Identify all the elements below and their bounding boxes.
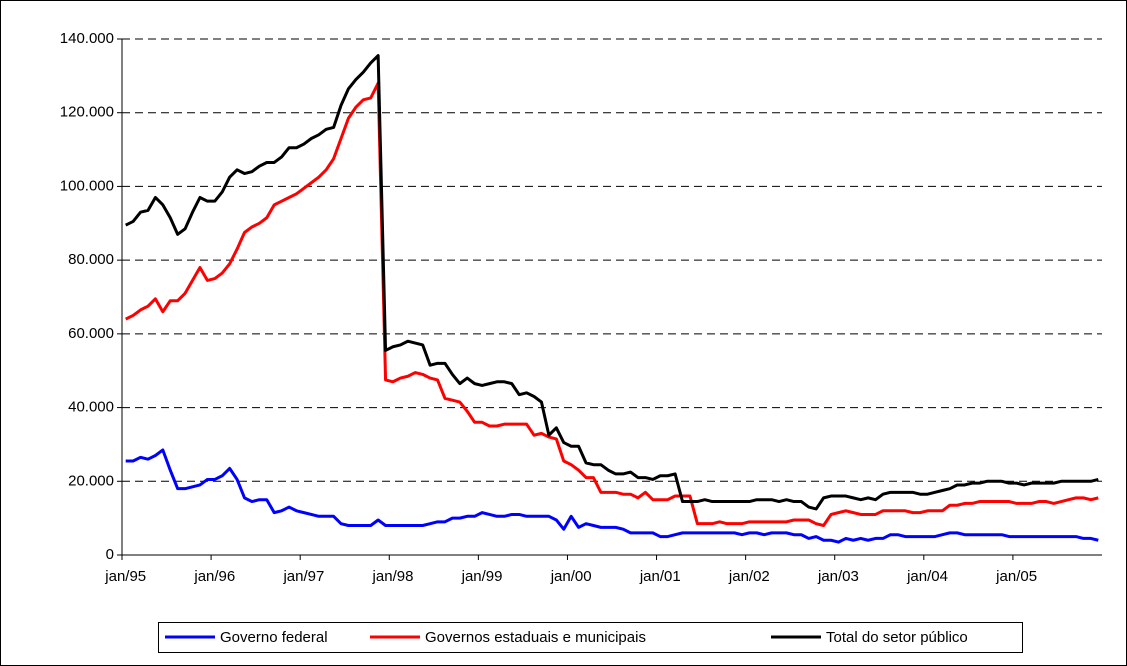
x-tick-label: jan/97 <box>282 568 324 585</box>
y-tick-label: 40.000 <box>68 399 114 416</box>
y-tick-label: 80.000 <box>68 251 114 268</box>
x-tick-label: jan/02 <box>728 568 770 585</box>
x-tick-label: jan/98 <box>372 568 414 585</box>
x-tick-label: jan/95 <box>104 568 146 585</box>
y-tick-label: 100.000 <box>60 177 114 194</box>
series-line <box>125 54 1099 511</box>
series-line <box>125 448 1099 544</box>
x-tick-label: jan/00 <box>550 568 592 585</box>
y-tick-label: 140.000 <box>60 30 114 47</box>
x-tick-label: jan/96 <box>193 568 235 585</box>
x-tick-label: jan/03 <box>817 568 859 585</box>
x-tick-label: jan/01 <box>639 568 681 585</box>
legend-box <box>158 622 1023 653</box>
y-tick-label: 20.000 <box>68 472 114 489</box>
x-tick-label: jan/05 <box>995 568 1037 585</box>
legend-label: Governo federal <box>220 629 328 646</box>
x-tick-label: jan/99 <box>461 568 503 585</box>
y-tick-label: 120.000 <box>60 104 114 121</box>
y-tick-label: 60.000 <box>68 325 114 342</box>
series-line <box>125 81 1099 528</box>
y-tick-label: 0 <box>106 546 114 563</box>
legend-label: Governos estaduais e municipais <box>425 629 646 646</box>
x-tick-label: jan/04 <box>906 568 948 585</box>
legend-label: Total do setor público <box>826 629 968 646</box>
